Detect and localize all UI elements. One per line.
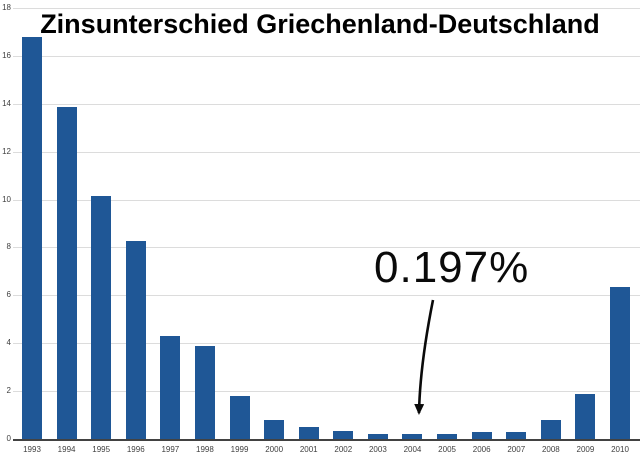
- bar-1998: [194, 345, 215, 439]
- x-axis-tick-1998: 1998: [196, 445, 214, 454]
- y-axis-tick-4: 4: [6, 338, 11, 348]
- x-axis-tick-2006: 2006: [472, 445, 491, 454]
- x-axis-tick-2005: 2005: [438, 445, 456, 454]
- bar-1993: [22, 36, 42, 439]
- x-axis-tick-2002: 2002: [334, 445, 353, 454]
- x-axis-tick-2009: 2009: [576, 445, 595, 454]
- x-axis-tick-2001: 2001: [299, 445, 318, 454]
- gridline-y-12: [13, 151, 640, 153]
- bar-2003: [367, 434, 388, 439]
- gridline-y-10: [13, 199, 640, 201]
- chart-title: Zinsunterschied Griechenland-Deutschland: [40, 9, 600, 39]
- bar-1994: [56, 107, 77, 439]
- y-axis-tick-12: 12: [2, 146, 11, 156]
- bar-1999: [229, 395, 250, 439]
- x-axis-line: [13, 439, 640, 441]
- bar-1996: [125, 241, 146, 439]
- gridline-y-14: [13, 103, 640, 105]
- y-axis-tick-6: 6: [6, 290, 11, 300]
- x-axis-tick-2008: 2008: [541, 445, 560, 454]
- bar-1995: [91, 195, 112, 439]
- x-axis-tick-1994: 1994: [57, 445, 76, 454]
- x-axis-tick-2004: 2004: [403, 445, 422, 454]
- bar-2010: [610, 286, 631, 439]
- gridline-y-4: [13, 343, 640, 345]
- y-axis-tick-18: 18: [2, 3, 11, 12]
- y-axis-tick-16: 16: [2, 50, 11, 60]
- x-axis-tick-2000: 2000: [265, 445, 284, 454]
- gridline-y-16: [13, 55, 640, 57]
- bar-2000: [264, 419, 285, 439]
- annotation-label: 0.197%: [374, 243, 530, 292]
- bar-2005: [437, 433, 458, 439]
- x-axis-tick-1995: 1995: [92, 445, 111, 454]
- x-axis-tick-1999: 1999: [230, 445, 249, 454]
- bar-2001: [298, 427, 319, 439]
- y-axis-tick-8: 8: [6, 242, 11, 252]
- x-axis-tick-2007: 2007: [507, 445, 526, 454]
- bar-2007: [506, 432, 527, 439]
- y-axis-tick-14: 14: [2, 98, 11, 108]
- gridline-y-8: [13, 247, 640, 249]
- gridline-y-6: [13, 295, 640, 297]
- y-axis-tick-0: 0: [6, 434, 11, 443]
- y-axis-tick-2: 2: [6, 386, 11, 396]
- x-axis-tick-2003: 2003: [368, 445, 387, 454]
- x-axis-tick-2010: 2010: [611, 445, 629, 454]
- bar-2004: [402, 434, 423, 439]
- x-axis-tick-1997: 1997: [161, 445, 180, 454]
- bar-2009: [575, 393, 596, 439]
- bar-2006: [471, 431, 492, 439]
- bar-1997: [160, 336, 181, 439]
- gridline-y-2: [13, 391, 640, 393]
- gridline-y-18: [13, 8, 640, 9]
- bar-2002: [333, 430, 354, 439]
- bar-2008: [540, 419, 561, 439]
- x-axis-tick-1993: 1993: [23, 445, 41, 454]
- y-axis-tick-10: 10: [2, 194, 11, 204]
- x-axis-tick-1996: 1996: [126, 445, 145, 454]
